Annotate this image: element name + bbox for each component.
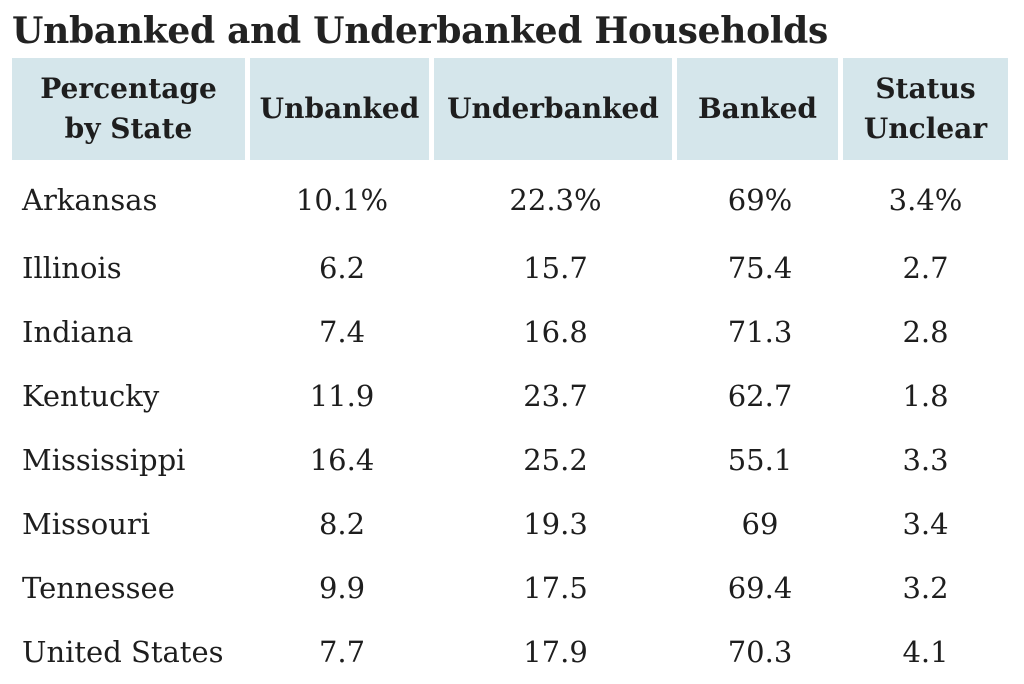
table-row: Missouri 8.2 19.3 69 3.4 — [12, 492, 1008, 556]
unbanked-cell: 7.7 — [318, 635, 366, 669]
page-title: Unbanked and Underbanked Households — [12, 10, 829, 52]
unbanked-cell: 9.9 — [318, 571, 366, 605]
underbanked-cell: 23.7 — [523, 379, 588, 413]
status-unclear-cell: 2.7 — [902, 251, 949, 285]
header-percentage-by-state: Percentage by State — [12, 58, 250, 160]
unbanked-cell: 16.4 — [309, 443, 375, 477]
table-row: United States 7.7 17.9 70.3 4.1 — [12, 620, 1008, 684]
status-unclear-cell: 3.3 — [902, 443, 949, 477]
status-unclear-cell: 3.2 — [902, 571, 949, 605]
status-unclear-cell: 2.8 — [902, 315, 949, 349]
banked-cell: 70.3 — [727, 635, 793, 669]
table-row: Tennessee 9.9 17.5 69.4 3.2 — [12, 556, 1008, 620]
banked-cell: 62.7 — [727, 379, 793, 413]
banked-cell: 71.3 — [727, 315, 793, 349]
table-row: Mississippi 16.4 25.2 55.1 3.3 — [12, 428, 1008, 492]
unbanked-cell: 8.2 — [318, 507, 366, 541]
table-header: Percentage by State Unbanked Underbanked… — [12, 58, 1008, 160]
state-cell: Mississippi — [22, 443, 186, 477]
unbanked-cell: 6.2 — [318, 251, 366, 285]
state-cell: Illinois — [22, 251, 122, 285]
underbanked-cell: 22.3% — [509, 183, 602, 217]
status-unclear-cell: 4.1 — [902, 635, 949, 669]
underbanked-cell: 17.5 — [523, 571, 588, 605]
table-row: Illinois 6.2 15.7 75.4 2.7 — [12, 236, 1008, 300]
header-underbanked: Underbanked — [434, 58, 677, 160]
table-row: Arkansas 10.1% 22.3% 69% 3.4% — [12, 160, 1008, 236]
underbanked-cell: 25.2 — [523, 443, 588, 477]
state-cell: Tennessee — [22, 571, 175, 605]
status-unclear-cell: 3.4 — [902, 507, 949, 541]
header-status-unclear: Status Unclear — [843, 58, 1008, 160]
underbanked-cell: 15.7 — [523, 251, 588, 285]
banked-cell: 75.4 — [727, 251, 793, 285]
households-table: Percentage by State Unbanked Underbanked… — [12, 58, 1008, 684]
status-unclear-cell: 3.4% — [888, 183, 963, 217]
table-row: Indiana 7.4 16.8 71.3 2.8 — [12, 300, 1008, 364]
status-unclear-cell: 1.8 — [902, 379, 949, 413]
unbanked-cell: 10.1% — [295, 183, 389, 217]
state-cell: United States — [22, 635, 224, 669]
state-cell: Indiana — [22, 315, 134, 349]
header-row: Percentage by State Unbanked Underbanked… — [12, 58, 1008, 160]
state-cell: Kentucky — [22, 379, 160, 413]
unbanked-cell: 11.9 — [309, 379, 375, 413]
banked-cell: 69.4 — [727, 571, 793, 605]
table-body: Arkansas 10.1% 22.3% 69% 3.4% Illinois 6… — [12, 160, 1008, 684]
header-unbanked: Unbanked — [250, 58, 434, 160]
underbanked-cell: 17.9 — [523, 635, 588, 669]
underbanked-cell: 19.3 — [523, 507, 588, 541]
banked-cell: 55.1 — [727, 443, 793, 477]
header-banked: Banked — [677, 58, 843, 160]
banked-cell: 69 — [741, 507, 779, 541]
unbanked-cell: 7.4 — [318, 315, 366, 349]
underbanked-cell: 16.8 — [523, 315, 588, 349]
state-cell: Missouri — [22, 507, 151, 541]
banked-cell: 69% — [727, 183, 793, 217]
table-row: Kentucky 11.9 23.7 62.7 1.8 — [12, 364, 1008, 428]
state-cell: Arkansas — [22, 183, 158, 217]
